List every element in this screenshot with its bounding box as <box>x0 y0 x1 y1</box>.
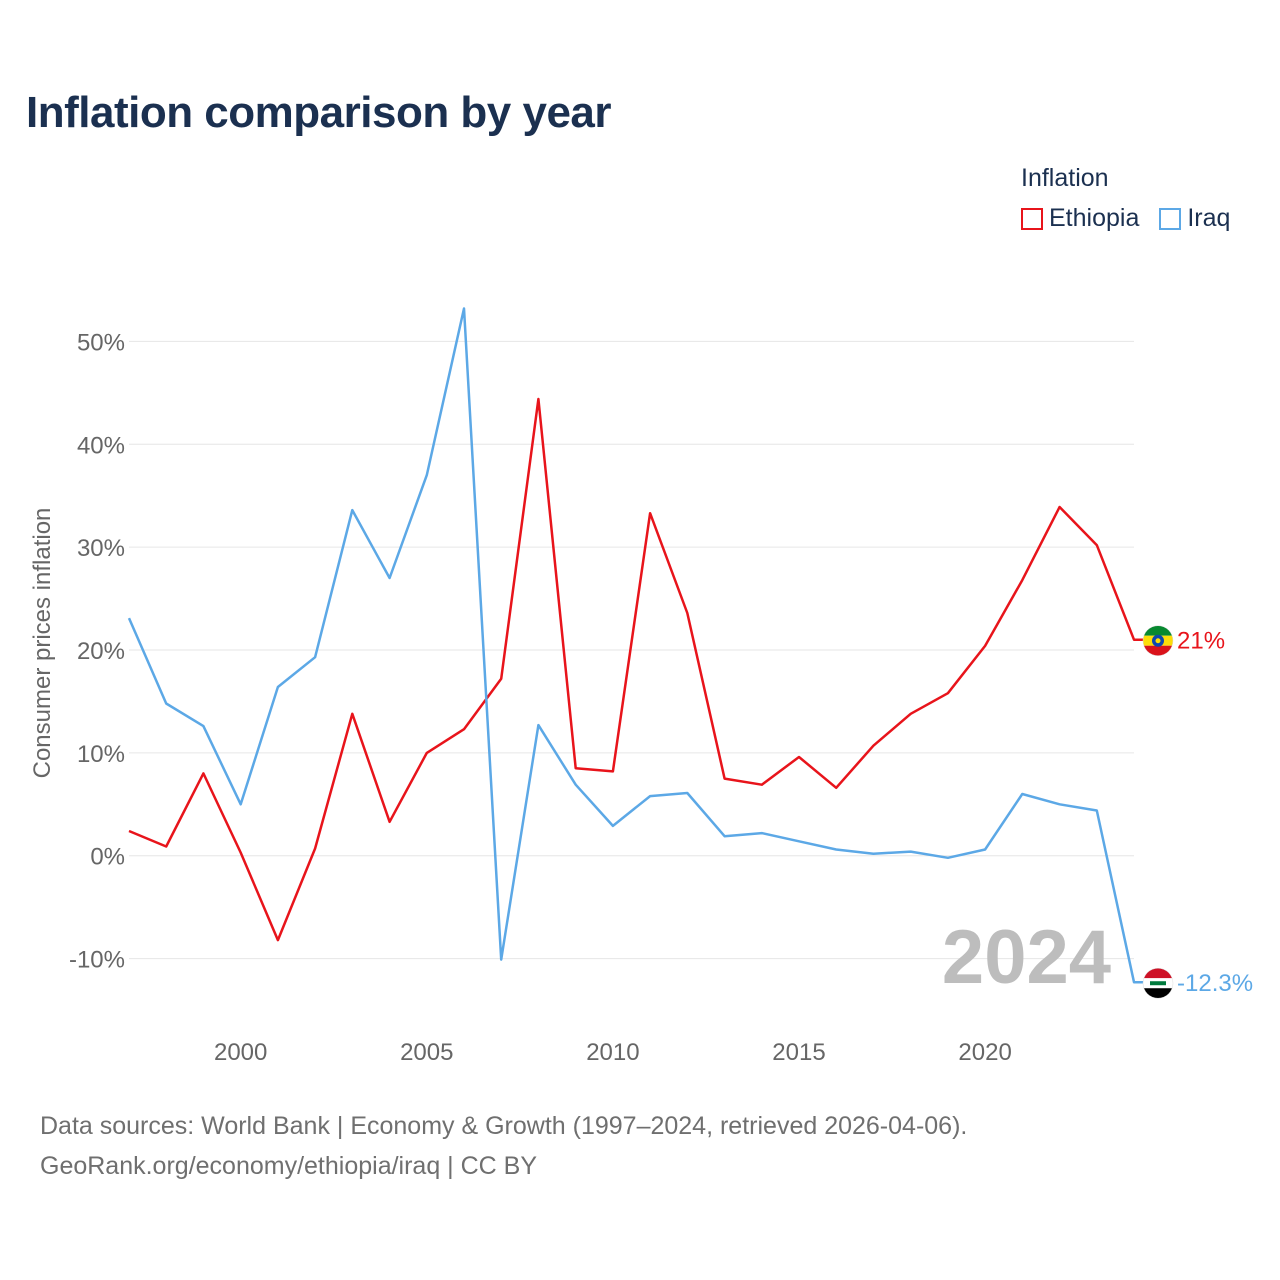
y-tick-label: 10% <box>77 741 125 768</box>
legend-swatch-iraq <box>1159 207 1182 230</box>
legend-label-iraq: Iraq <box>1187 204 1231 232</box>
x-tick-label: 2005 <box>400 1039 453 1066</box>
y-axis-label: Consumer prices inflation <box>29 508 56 779</box>
x-tick-label: 2020 <box>958 1039 1011 1066</box>
x-tick-label: 2015 <box>772 1039 825 1066</box>
end-label-ethiopia: 21% <box>1177 628 1225 655</box>
end-label-iraq: -12.3% <box>1177 970 1253 997</box>
y-tick-label: 50% <box>77 329 125 356</box>
legend-title: Inflation <box>1021 164 1109 192</box>
y-tick-label: 20% <box>77 638 125 665</box>
legend-swatch-ethiopia <box>1021 207 1043 230</box>
legend: Ethiopia Iraq <box>1021 204 1250 233</box>
legend-label-ethiopia: Ethiopia <box>1049 204 1140 232</box>
y-tick-label: 40% <box>77 432 125 459</box>
y-tick-label: 30% <box>77 535 125 562</box>
series-line-iraq <box>127 307 1144 984</box>
legend-item-ethiopia[interactable]: Ethiopia <box>1021 204 1139 233</box>
y-tick-labels: -10% 0% 10% 20% 30% 40% 50% <box>69 329 125 973</box>
year-watermark: 2024 <box>942 915 1111 1000</box>
gridlines <box>129 340 1134 960</box>
x-tick-label: 2010 <box>586 1039 639 1066</box>
footer: Data sources: World Bank | Economy & Gro… <box>40 1106 967 1186</box>
legend-item-iraq[interactable]: Iraq <box>1159 204 1230 233</box>
footer-sources: Data sources: World Bank | Economy & Gro… <box>40 1112 968 1140</box>
series-line-ethiopia <box>128 397 1144 942</box>
footer-link[interactable]: GeoRank.org/economy/ethiopia/iraq | CC B… <box>40 1152 538 1180</box>
y-tick-label: -10% <box>69 947 125 974</box>
chart-title: Inflation comparison by year <box>26 88 612 137</box>
y-tick-label: 0% <box>90 844 125 871</box>
x-tick-label: 2000 <box>214 1039 267 1066</box>
flag-iraq-icon <box>1142 967 1174 999</box>
flag-ethiopia-icon <box>1142 625 1174 656</box>
x-tick-labels: 2000 2005 2010 2015 2020 <box>214 1039 1012 1066</box>
